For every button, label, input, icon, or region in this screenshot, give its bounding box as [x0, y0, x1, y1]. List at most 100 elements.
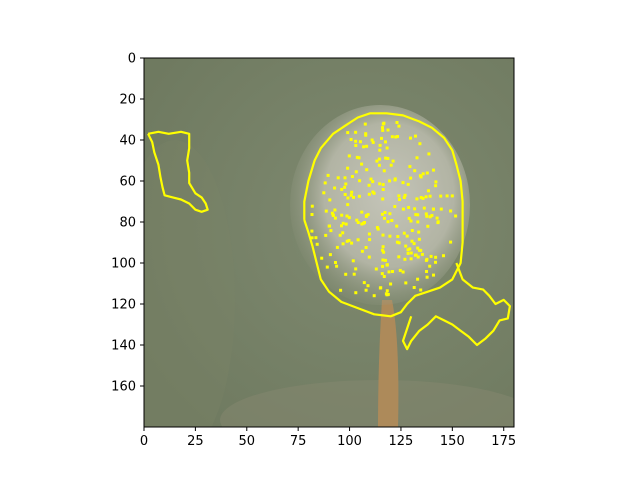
x-tick-label: 50	[239, 434, 256, 449]
overlay-speckle	[429, 254, 433, 258]
overlay-speckle	[419, 196, 423, 199]
overlay-speckle	[421, 196, 425, 200]
overlay-speckle	[401, 207, 405, 211]
overlay-speckle	[354, 130, 358, 134]
overlay-speckle	[428, 264, 432, 268]
segmentation-overlay	[147, 112, 511, 351]
overlay-speckle	[343, 185, 347, 189]
overlay-speckle	[386, 220, 390, 224]
overlay-speckle	[354, 291, 358, 295]
overlay-speckle	[381, 245, 385, 249]
overlay-speckle	[367, 232, 371, 236]
overlay-speckle	[398, 198, 401, 201]
overlay-speckle	[334, 261, 337, 264]
overlay-speckle	[372, 294, 376, 298]
overlay-speckle	[382, 169, 386, 173]
overlay-speckle	[384, 140, 387, 144]
overlay-speckle	[344, 182, 348, 186]
overlay-speckle	[415, 197, 419, 201]
overlay-speckle	[343, 176, 347, 180]
overlay-speckle	[386, 157, 390, 160]
overlay-speckle	[377, 163, 381, 167]
overlay-speckle	[403, 257, 407, 261]
overlay-speckle	[354, 139, 358, 143]
overlay-speckle	[341, 242, 345, 246]
overlay-speckle	[424, 195, 428, 199]
overlay-speckle	[365, 144, 369, 148]
overlay-speckle	[381, 233, 385, 237]
overlay-speckle	[314, 236, 318, 240]
overlay-speckle	[310, 229, 314, 233]
overlay-speckle	[351, 259, 355, 263]
overlay-speckle	[380, 136, 383, 140]
overlay-speckle	[415, 156, 419, 160]
overlay-speckle	[384, 258, 387, 262]
x-tick-label: 100	[337, 434, 362, 449]
overlay-speckle	[410, 229, 414, 232]
overlay-speckle	[419, 288, 423, 292]
overlay-speckle	[369, 177, 373, 181]
overlay-speckle	[347, 239, 351, 242]
overlay-speckle	[389, 282, 393, 286]
overlay-speckle	[390, 135, 394, 139]
dandelion-stem	[378, 300, 399, 427]
overlay-speckle	[341, 231, 345, 235]
y-tick-label: 120	[111, 298, 136, 313]
overlay-speckle	[378, 286, 382, 290]
overlay-speckle	[367, 183, 371, 187]
overlay-speckle	[449, 209, 453, 213]
overlay-speckle	[328, 253, 332, 257]
overlay-speckle	[407, 206, 411, 209]
overlay-speckle	[434, 184, 438, 188]
overlay-speckle	[315, 242, 319, 246]
overlay-speckle	[410, 239, 414, 243]
x-tick-label: 175	[491, 434, 516, 449]
overlay-speckle	[335, 245, 339, 249]
overlay-speckle	[367, 192, 371, 196]
overlay-speckle	[427, 189, 430, 193]
overlay-speckle	[397, 124, 401, 128]
overlay-speckle	[324, 233, 328, 237]
overlay-speckle	[408, 247, 412, 251]
overlay-speckle	[349, 193, 353, 197]
overlay-speckle	[416, 220, 420, 224]
overlay-speckle	[375, 159, 379, 163]
overlay-speckle	[449, 240, 453, 244]
x-tick-label: 150	[440, 434, 465, 449]
overlay-speckle	[355, 155, 359, 159]
overlay-speckle	[439, 207, 443, 211]
overlay-speckle	[367, 255, 371, 259]
overlay-speckle	[330, 211, 334, 215]
overlay-speckle	[414, 134, 417, 138]
overlay-speckle	[363, 122, 367, 126]
overlay-speckle	[391, 159, 395, 163]
overlay-speckle	[402, 196, 406, 199]
overlay-speckle	[417, 230, 421, 234]
overlay-speckle	[430, 214, 434, 217]
overlay-speckle	[381, 183, 385, 187]
overlay-speckle	[355, 218, 359, 222]
overlay-speckle	[388, 234, 392, 238]
overlay-speckle	[406, 248, 410, 252]
overlay-speckle	[358, 179, 362, 183]
overlay-speckle	[331, 213, 335, 217]
x-tick-label: 125	[389, 434, 414, 449]
overlay-speckle	[347, 216, 351, 220]
overlay-speckle	[382, 275, 386, 278]
overlay-contour-right-extension	[401, 262, 511, 351]
overlay-speckle	[333, 208, 337, 212]
overlay-speckle	[387, 270, 391, 274]
overlay-speckle	[378, 148, 382, 152]
overlay-speckle	[445, 194, 449, 198]
overlay-speckle	[384, 156, 388, 160]
overlay-speckle	[434, 260, 437, 264]
y-tick-label: 80	[119, 216, 136, 231]
overlay-speckle	[428, 194, 432, 198]
overlay-speckle	[378, 143, 382, 147]
axes-frame	[143, 57, 515, 428]
overlay-speckle	[425, 171, 429, 175]
overlay-speckle	[384, 292, 388, 296]
overlay-speckle	[368, 238, 372, 242]
overlay-speckle	[427, 152, 431, 156]
overlay-speckle	[380, 212, 384, 216]
